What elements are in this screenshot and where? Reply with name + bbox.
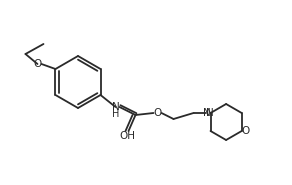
Text: O: O [153, 108, 162, 118]
Text: N: N [112, 102, 119, 112]
Text: O: O [241, 126, 250, 136]
Text: N: N [206, 108, 213, 118]
Text: OH: OH [119, 131, 135, 141]
Text: N: N [203, 108, 211, 118]
Text: H: H [112, 109, 119, 119]
Text: O: O [33, 59, 41, 69]
